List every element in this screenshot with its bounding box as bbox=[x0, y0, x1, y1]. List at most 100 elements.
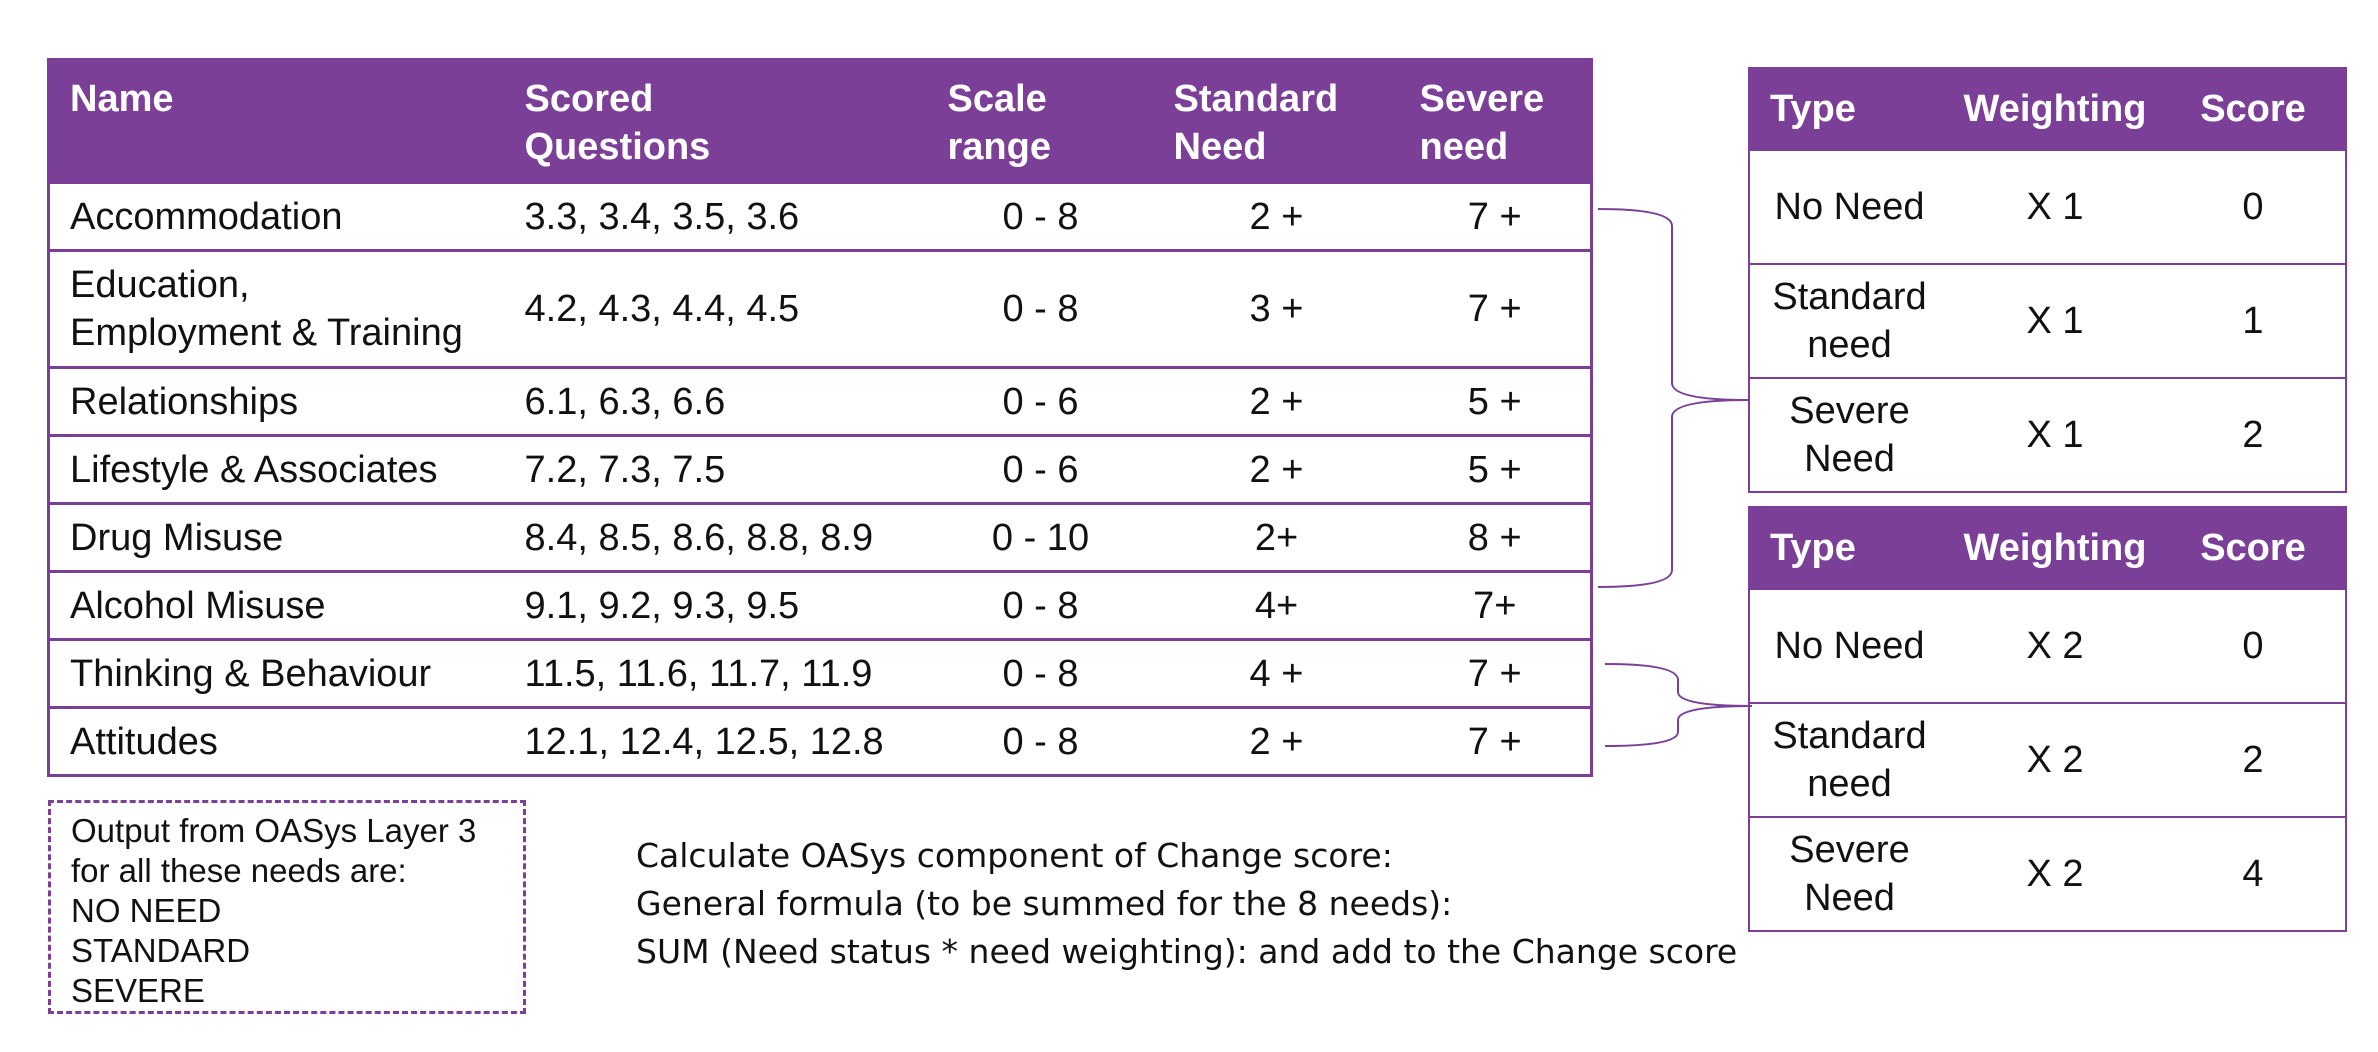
scale-range: 0 - 8 bbox=[927, 181, 1154, 251]
weighting-table-x2: Type Weighting Score No Need X 2 0 Stand… bbox=[1748, 506, 2347, 932]
needs-table: Name Scored Questions Scale range Standard… bbox=[47, 58, 1593, 777]
score-value: 2 bbox=[2161, 377, 2346, 492]
header-standard-need: Standard Need bbox=[1153, 59, 1400, 183]
needs-table-header: Name Scored Questions Scale range Standard… bbox=[48, 59, 1592, 183]
header-scored-questions: Scored Questions bbox=[504, 59, 928, 183]
need-name: Accommodation bbox=[48, 181, 505, 251]
table-row: Standard need X 2 2 bbox=[1749, 702, 2346, 817]
scale-range: 0 - 8 bbox=[927, 706, 1154, 776]
scale-range: 0 - 8 bbox=[927, 570, 1154, 640]
note-line: for all these needs are: bbox=[71, 852, 407, 889]
scale-range: 0 - 6 bbox=[927, 366, 1154, 436]
scored-questions: 7.2, 7.3, 7.5 bbox=[504, 434, 928, 504]
need-name: Relationships bbox=[48, 366, 505, 436]
table-row: Severe Need X 2 4 bbox=[1749, 816, 2346, 931]
bracket-group-x1 bbox=[1597, 208, 1749, 588]
scored-questions: 4.2, 4.3, 4.4, 4.5 bbox=[504, 249, 928, 368]
table-row: Thinking & Behaviour 11.5, 11.6, 11.7, 1… bbox=[48, 638, 1592, 708]
header-weighting: Weighting bbox=[1949, 68, 2161, 150]
header-score: Score bbox=[2161, 68, 2346, 150]
scale-range: 0 - 8 bbox=[927, 249, 1154, 368]
table-row: Alcohol Misuse 9.1, 9.2, 9.3, 9.5 0 - 8 … bbox=[48, 570, 1592, 640]
weighting-table-header: Type Weighting Score bbox=[1749, 68, 2346, 150]
severe-threshold: 7 + bbox=[1399, 181, 1592, 251]
header-type: Type bbox=[1749, 507, 1949, 589]
severe-threshold: 7+ bbox=[1399, 570, 1592, 640]
scored-questions: 11.5, 11.6, 11.7, 11.9 bbox=[504, 638, 928, 708]
table-row: Severe Need X 1 2 bbox=[1749, 377, 2346, 492]
header-type: Type bbox=[1749, 68, 1949, 150]
score-value: 4 bbox=[2161, 816, 2346, 931]
score-value: 0 bbox=[2161, 588, 2346, 703]
standard-threshold: 2 + bbox=[1153, 434, 1400, 504]
need-name: Education, Employment & Training bbox=[48, 249, 505, 368]
weighting-value: X 2 bbox=[1949, 588, 2161, 703]
header-severe-need: Severe need bbox=[1399, 59, 1592, 183]
severe-threshold: 5 + bbox=[1399, 366, 1592, 436]
need-type: Severe Need bbox=[1749, 377, 1949, 492]
table-row: Standard need X 1 1 bbox=[1749, 263, 2346, 378]
weighting-value: X 1 bbox=[1949, 263, 2161, 378]
scored-questions: 9.1, 9.2, 9.3, 9.5 bbox=[504, 570, 928, 640]
need-name: Alcohol Misuse bbox=[48, 570, 505, 640]
bracket-group-x2 bbox=[1604, 663, 1753, 747]
scored-questions: 12.1, 12.4, 12.5, 12.8 bbox=[504, 706, 928, 776]
need-name: Lifestyle & Associates bbox=[48, 434, 505, 504]
table-row: Lifestyle & Associates 7.2, 7.3, 7.5 0 -… bbox=[48, 434, 1592, 504]
header-weighting: Weighting bbox=[1949, 507, 2161, 589]
table-row: Relationships 6.1, 6.3, 6.6 0 - 6 2 + 5 … bbox=[48, 366, 1592, 436]
score-value: 0 bbox=[2161, 149, 2346, 264]
weighting-table-header: Type Weighting Score bbox=[1749, 507, 2346, 589]
standard-threshold: 4+ bbox=[1153, 570, 1400, 640]
scored-questions: 6.1, 6.3, 6.6 bbox=[504, 366, 928, 436]
scale-range: 0 - 8 bbox=[927, 638, 1154, 708]
standard-threshold: 2 + bbox=[1153, 181, 1400, 251]
table-row: No Need X 1 0 bbox=[1749, 149, 2346, 264]
score-value: 1 bbox=[2161, 263, 2346, 378]
formula-text: Calculate OASys component of Change scor… bbox=[636, 832, 1737, 976]
formula-line: General formula (to be summed for the 8 … bbox=[636, 884, 1453, 923]
need-type: No Need bbox=[1749, 149, 1949, 264]
weighting-table-x1: Type Weighting Score No Need X 1 0 Stand… bbox=[1748, 67, 2347, 493]
standard-threshold: 2 + bbox=[1153, 706, 1400, 776]
severe-threshold: 7 + bbox=[1399, 249, 1592, 368]
table-row: Accommodation 3.3, 3.4, 3.5, 3.6 0 - 8 2… bbox=[48, 181, 1592, 251]
need-name: Drug Misuse bbox=[48, 502, 505, 572]
score-value: 2 bbox=[2161, 702, 2346, 817]
note-line: Output from OASys Layer 3 bbox=[71, 812, 477, 849]
severe-threshold: 7 + bbox=[1399, 638, 1592, 708]
header-score: Score bbox=[2161, 507, 2346, 589]
table-row: Education, Employment & Training 4.2, 4.3… bbox=[48, 249, 1592, 368]
weighting-value: X 1 bbox=[1949, 149, 2161, 264]
scale-range: 0 - 10 bbox=[927, 502, 1154, 572]
table-row: Attitudes 12.1, 12.4, 12.5, 12.8 0 - 8 2… bbox=[48, 706, 1592, 776]
scored-questions: 8.4, 8.5, 8.6, 8.8, 8.9 bbox=[504, 502, 928, 572]
standard-threshold: 4 + bbox=[1153, 638, 1400, 708]
oasys-output-note: Output from OASys Layer 3 for all these … bbox=[48, 800, 526, 1014]
standard-threshold: 2 + bbox=[1153, 366, 1400, 436]
need-name: Thinking & Behaviour bbox=[48, 638, 505, 708]
severe-threshold: 7 + bbox=[1399, 706, 1592, 776]
need-type: No Need bbox=[1749, 588, 1949, 703]
header-name: Name bbox=[48, 59, 505, 183]
standard-threshold: 3 + bbox=[1153, 249, 1400, 368]
note-line: SEVERE bbox=[71, 972, 205, 1009]
need-type: Standard need bbox=[1749, 702, 1949, 817]
severe-threshold: 5 + bbox=[1399, 434, 1592, 504]
note-line: STANDARD bbox=[71, 932, 251, 969]
need-name: Attitudes bbox=[48, 706, 505, 776]
weighting-value: X 1 bbox=[1949, 377, 2161, 492]
scored-questions: 3.3, 3.4, 3.5, 3.6 bbox=[504, 181, 928, 251]
note-line: NO NEED bbox=[71, 892, 222, 929]
header-scale-range: Scale range bbox=[927, 59, 1154, 183]
need-type: Severe Need bbox=[1749, 816, 1949, 931]
severe-threshold: 8 + bbox=[1399, 502, 1592, 572]
weighting-value: X 2 bbox=[1949, 702, 2161, 817]
need-type: Standard need bbox=[1749, 263, 1949, 378]
table-row: Drug Misuse 8.4, 8.5, 8.6, 8.8, 8.9 0 - … bbox=[48, 502, 1592, 572]
formula-line: Calculate OASys component of Change scor… bbox=[636, 836, 1393, 875]
table-row: No Need X 2 0 bbox=[1749, 588, 2346, 703]
scale-range: 0 - 6 bbox=[927, 434, 1154, 504]
weighting-value: X 2 bbox=[1949, 816, 2161, 931]
